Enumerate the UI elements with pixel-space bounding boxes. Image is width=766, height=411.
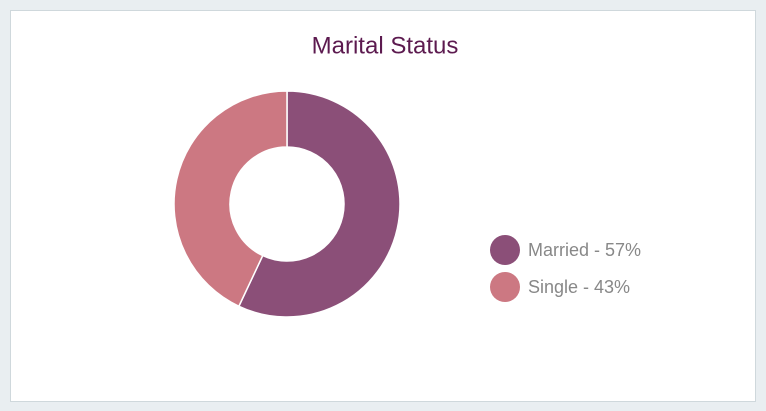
legend-label: Single - 43% bbox=[528, 277, 630, 297]
donut-slice bbox=[237, 90, 401, 318]
chart-title: Marital Status bbox=[312, 32, 459, 59]
donut-slice bbox=[173, 90, 288, 308]
legend-swatch bbox=[490, 272, 520, 302]
legend-label: Married - 57% bbox=[528, 240, 641, 260]
legend-swatch bbox=[490, 235, 520, 265]
